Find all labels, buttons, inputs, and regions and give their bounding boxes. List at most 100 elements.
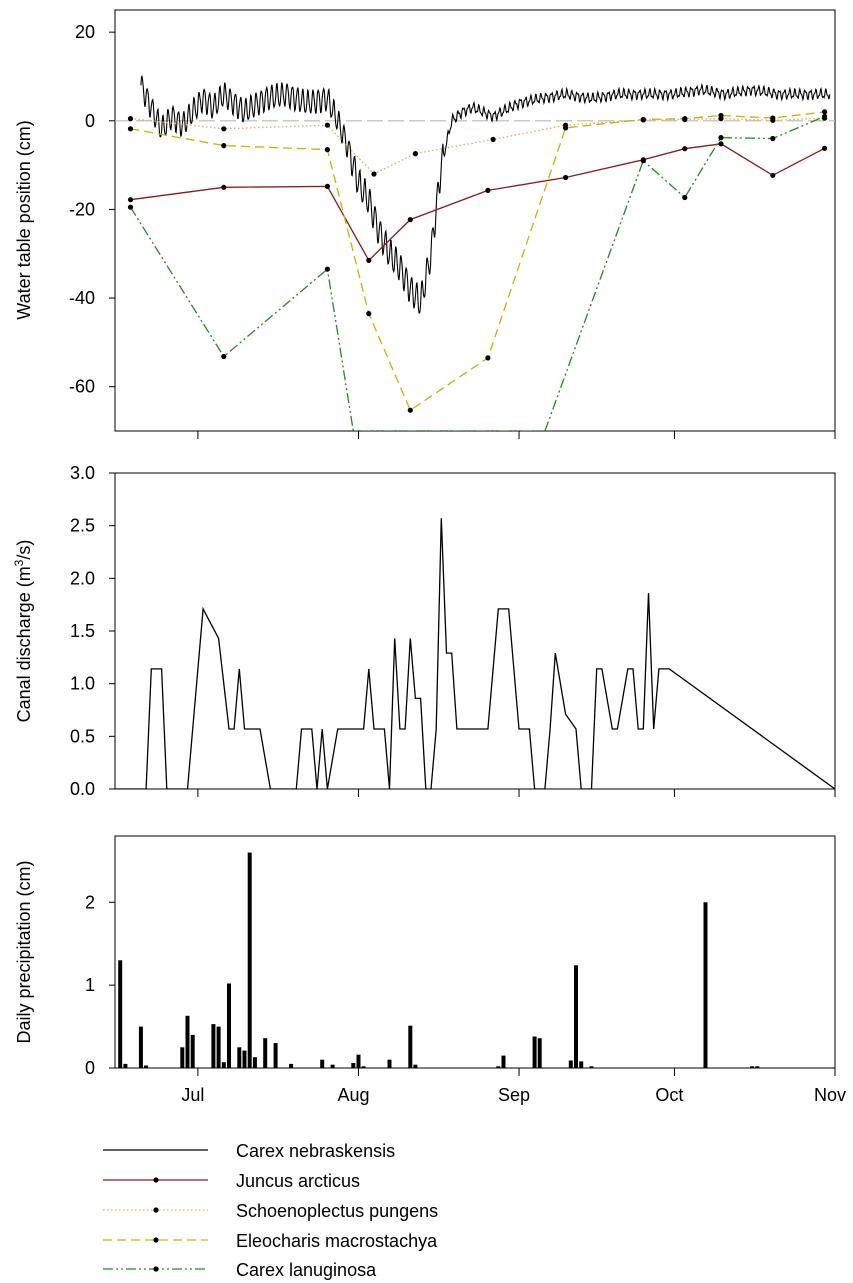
precip-bar-12 [242, 1050, 247, 1068]
precip-bar-13 [247, 852, 252, 1068]
precip-bar-11 [237, 1047, 242, 1068]
precipitation-panel: 0 1 2 Jul Aug Sep Oct Nov [85, 852, 846, 1105]
precipitation-y-tick-label-1: 1 [85, 975, 95, 995]
series-line-juncus-arcticus [130, 143, 825, 262]
discharge-line [115, 518, 835, 789]
precipitation-panel-frame [114, 835, 836, 1069]
point-eleocharis-macrostachya-4 [407, 407, 413, 413]
series-line-carex-lanuginosa [129, 115, 825, 431]
water-table-y-axis-title: Water table position (cm) [14, 120, 34, 319]
discharge-y-tick-label-3: 1.5 [70, 621, 95, 641]
discharge-panel-frame [114, 472, 836, 790]
water-table-panel: 20 0 -20 -40 -60 [69, 22, 836, 439]
month-label-aug: Aug [337, 1085, 369, 1105]
month-label-nov: Nov [814, 1085, 846, 1105]
point-juncus-arcticus-6 [563, 174, 569, 181]
precip-bar-6 [190, 1034, 195, 1068]
precip-bar-8 [216, 1026, 221, 1068]
point-eleocharis-macrostachya-10 [770, 115, 776, 121]
point-juncus-arcticus-2 [324, 183, 330, 189]
point-eleocharis-macrostachya-0 [127, 126, 134, 132]
point-schoenoplectus-pungens-5 [490, 136, 496, 142]
point-juncus-arcticus-8 [682, 146, 688, 152]
legend-entry-schoenoplectus-pungens: Schoenoplectus pungens [103, 1201, 438, 1221]
precip-bar-35 [750, 1066, 755, 1068]
discharge-y-axis-title-unit: /s) [14, 540, 34, 560]
point-carex-lanuginosa-2 [324, 266, 330, 272]
legend-entry-juncus-arcticus: Juncus arcticus [103, 1171, 360, 1191]
point-eleocharis-macrostachya-3 [366, 311, 372, 317]
point-eleocharis-macrostachya-8 [682, 116, 688, 122]
month-label-oct: Oct [655, 1085, 683, 1105]
month-label-sep: Sep [498, 1085, 530, 1105]
precip-bar-31 [574, 965, 578, 1068]
point-juncus-arcticus-0 [127, 197, 134, 203]
point-carex-lanuginosa-9 [822, 113, 828, 119]
legend-marker-carex-lanuginosa [153, 1266, 159, 1272]
point-eleocharis-macrostachya-9 [718, 112, 724, 119]
precip-bar-30 [568, 1060, 573, 1068]
precip-bar-23 [387, 1059, 392, 1068]
point-eleocharis-macrostachya-1 [221, 143, 227, 149]
discharge-y-tick-label-0: 0.0 [70, 779, 95, 799]
point-juncus-arcticus-1 [221, 184, 227, 190]
precip-bar-15 [263, 1038, 268, 1068]
precip-bar-24 [408, 1025, 413, 1068]
legend-label-eleocharis-macrostachya: Eleocharis macrostachya [236, 1231, 438, 1251]
precip-bar-9 [221, 1062, 226, 1068]
point-carex-lanuginosa-8 [770, 135, 776, 142]
point-juncus-arcticus-4 [407, 217, 413, 223]
legend-label-juncus-arcticus: Juncus arcticus [236, 1171, 360, 1191]
discharge-y-axis-title: Canal discharge (m3/s) [12, 540, 34, 723]
point-schoenoplectus-pungens-2 [324, 122, 330, 128]
point-carex-lanuginosa-7 [718, 135, 724, 141]
point-schoenoplectus-pungens-4 [412, 151, 418, 157]
water-table-y-tick-label-3: -40 [69, 288, 95, 308]
legend-marker-juncus-arcticus [153, 1177, 159, 1183]
precip-bar-25 [413, 1064, 418, 1068]
point-eleocharis-macrostachya-2 [324, 147, 330, 153]
point-juncus-arcticus-3 [366, 257, 372, 263]
precipitation-y-tick-label-2: 2 [85, 892, 95, 912]
precip-bar-28 [532, 1036, 537, 1068]
precip-bar-22 [361, 1066, 366, 1068]
point-juncus-arcticus-9 [718, 141, 724, 147]
legend-entry-carex-nebraskensis: Carex nebraskensis [103, 1141, 395, 1161]
precipitation-y-axis-title: Daily precipitation (cm) [14, 860, 34, 1043]
precip-bar-34 [703, 902, 708, 1068]
discharge-y-tick-label-2: 1.0 [70, 674, 95, 694]
precip-bar-2 [138, 1026, 143, 1068]
series-line-schoenoplectus-pungens [130, 117, 825, 175]
discharge-y-tick-label-1: 0.5 [70, 726, 95, 746]
legend: Carex nebraskensis Juncus arcticus Schoe… [103, 1141, 438, 1280]
precip-bar-20 [351, 1063, 356, 1068]
discharge-y-tick-label-4: 2.0 [70, 568, 95, 588]
precip-bar-27 [501, 1055, 506, 1068]
precip-bar-36 [755, 1066, 760, 1068]
series-line-eleocharis-macrostachya [130, 111, 825, 412]
legend-label-carex-nebraskensis: Carex nebraskensis [236, 1141, 395, 1161]
point-carex-lanuginosa-6 [682, 194, 688, 201]
legend-entry-carex-lanuginosa: Carex lanuginosa [103, 1260, 377, 1280]
precip-bar-5 [185, 1015, 190, 1068]
point-eleocharis-macrostachya-5 [485, 355, 491, 361]
precip-bar-10 [227, 983, 231, 1068]
precip-bar-17 [289, 1063, 294, 1068]
legend-marker-schoenoplectus-pungens [153, 1207, 159, 1213]
precip-bar-1 [123, 1063, 128, 1068]
series-line-carex-nebraskensis [140, 75, 831, 314]
discharge-y-axis-title-sup: 3 [12, 559, 26, 566]
water-table-y-tick-label-4: -60 [69, 377, 95, 397]
precip-bar-16 [273, 1043, 278, 1068]
point-carex-lanuginosa-1 [221, 353, 227, 360]
precip-bar-26 [496, 1066, 501, 1068]
point-eleocharis-macrostachya-6 [563, 125, 569, 131]
legend-entry-eleocharis-macrostachya: Eleocharis macrostachya [103, 1231, 438, 1251]
precip-bar-0 [118, 960, 123, 1068]
point-carex-lanuginosa-5 [640, 158, 646, 164]
precip-bar-7 [211, 1024, 216, 1068]
discharge-y-tick-label-6: 3.0 [70, 463, 95, 483]
precip-bar-21 [356, 1054, 361, 1068]
point-schoenoplectus-pungens-0 [127, 116, 134, 122]
